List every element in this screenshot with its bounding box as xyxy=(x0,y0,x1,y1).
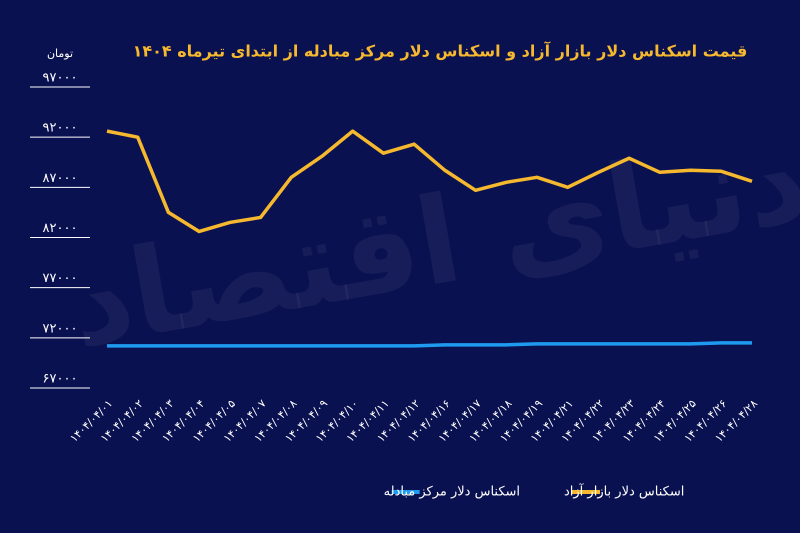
y-tick-label: ۹۷۰۰۰ xyxy=(43,71,78,86)
y-unit: تومان xyxy=(47,47,73,60)
y-tick-label: ۷۷۰۰۰ xyxy=(43,271,78,286)
legend-label: اسکناس دلار بازار آزاد xyxy=(564,483,684,500)
series-line xyxy=(107,341,752,348)
y-tick-label: ۶۷۰۰۰ xyxy=(43,372,78,387)
y-tick-label: ۷۲۰۰۰ xyxy=(43,321,78,336)
series-line xyxy=(106,129,753,234)
y-tick-label: ۸۲۰۰۰ xyxy=(43,221,78,236)
y-tick-label: ۹۲۰۰۰ xyxy=(43,121,78,136)
y-tick-label: ۸۷۰۰۰ xyxy=(43,171,78,186)
chart-title: قیمت اسکناس دلار بازار آزاد و اسکناس دلا… xyxy=(133,41,748,61)
legend-label: اسکناس دلار مرکز مبادله xyxy=(384,485,520,500)
